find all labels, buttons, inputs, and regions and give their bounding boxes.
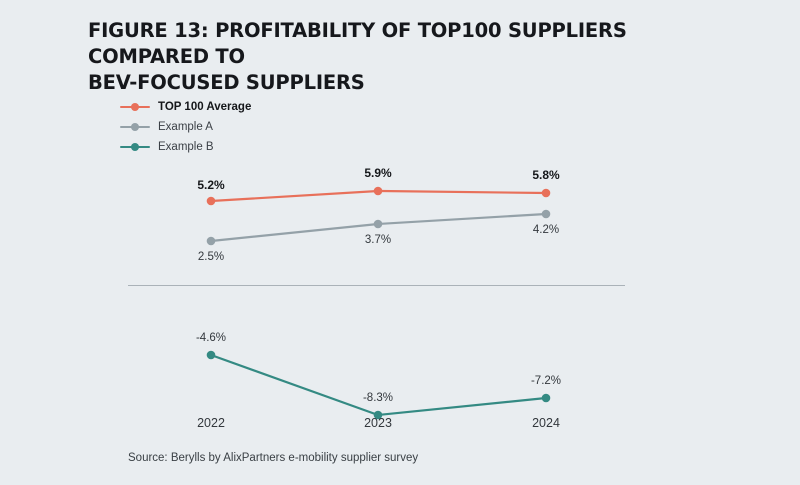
data-label-top100-2022: 5.2% (197, 178, 225, 192)
x-axis-label-2023: 2023 (364, 416, 392, 430)
data-label-example-a-2023: 3.7% (364, 234, 392, 246)
data-point-example-a-2024 (541, 209, 551, 219)
chart-legend: TOP 100 Average Example A Example B (120, 98, 370, 158)
legend-marker-example-b (120, 141, 150, 153)
data-label-top100-2023: 5.9% (364, 166, 392, 180)
series-line-example-b (209, 353, 548, 417)
data-label-top100-2024: 5.8% (532, 168, 560, 182)
page-title: FIGURE 13: PROFITABILITY OF TOP100 SUPPL… (88, 19, 627, 94)
data-label-example-a-2022: 2.5% (197, 251, 225, 263)
data-label-example-b-2022: -4.6% (195, 332, 227, 344)
legend-label-example-b: Example B (158, 140, 214, 153)
data-point-example-b-2024 (541, 393, 551, 403)
legend-marker-example-a (120, 121, 150, 133)
data-point-example-a-2023 (373, 219, 383, 229)
source-note: Source: Berylls by AlixPartners e-mobili… (128, 452, 419, 464)
legend-item-top100: TOP 100 Average (120, 98, 370, 115)
legend-marker-top100 (120, 101, 150, 113)
data-point-example-a-2022 (206, 236, 216, 246)
lower-chart-panel: -4.6% -8.3% -7.2% 2022 2023 2024 (0, 290, 800, 485)
upper-panel-svg (206, 186, 551, 246)
legend-label-top100: TOP 100 Average (158, 100, 252, 113)
x-axis-label-2024: 2024 (532, 416, 560, 430)
data-point-top100-2024 (541, 188, 551, 198)
legend-label-example-a: Example A (158, 120, 213, 133)
panel-divider (128, 285, 625, 286)
x-axis-label-2022: 2022 (197, 416, 225, 430)
data-label-example-a-2024: 4.2% (532, 224, 560, 236)
data-point-top100-2023 (373, 186, 383, 196)
data-label-example-b-2023: -8.3% (362, 392, 394, 404)
legend-item-example-b: Example B (120, 138, 370, 155)
upper-chart-panel: 5.2% 5.9% 5.8% 2.5% 3.7% 4.2% (197, 166, 560, 263)
data-point-example-b-2023 (373, 410, 383, 420)
lower-panel-svg (206, 350, 551, 420)
legend-item-example-a: Example A (120, 118, 370, 135)
data-label-example-b-2024: -7.2% (530, 375, 562, 387)
data-point-top100-2022 (206, 196, 216, 206)
data-point-example-b-2022 (206, 350, 216, 360)
